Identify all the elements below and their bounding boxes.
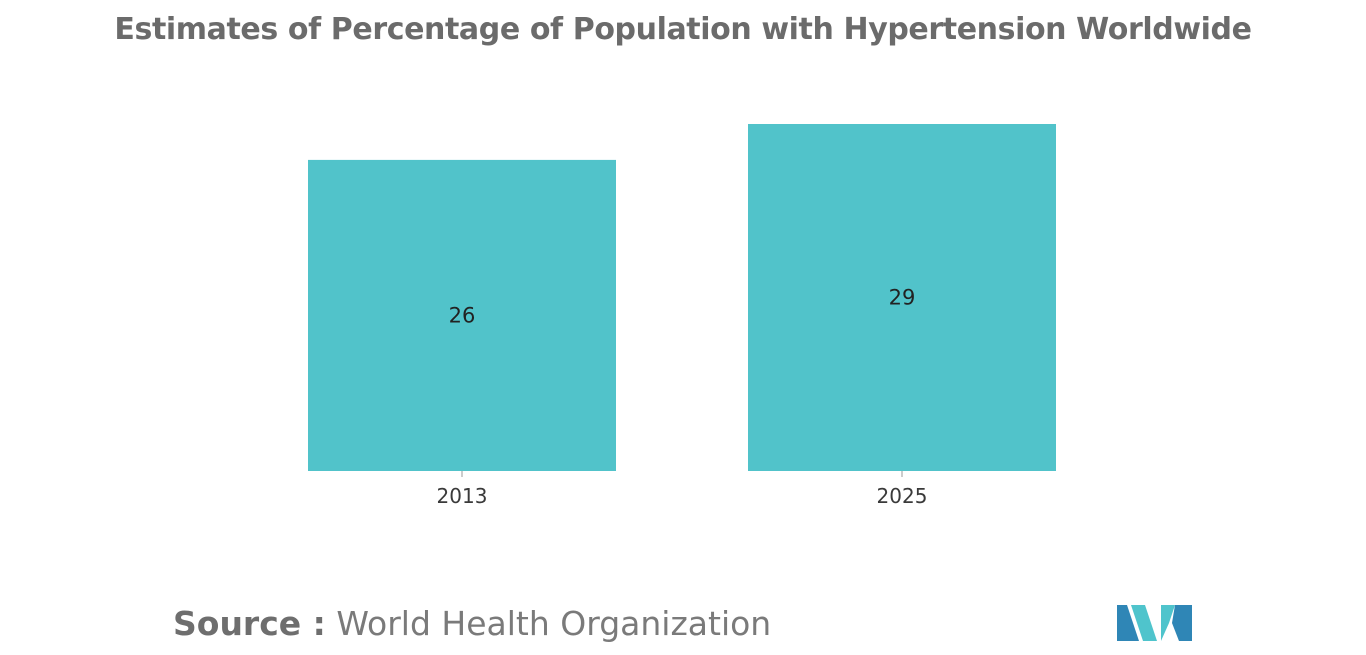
x-axis: 2013 2025 — [437, 471, 928, 508]
source-value: World Health Organization — [336, 604, 772, 643]
source-note: Source : World Health Organization — [173, 604, 771, 643]
data-label-2013: 26 — [449, 303, 476, 327]
bar-2013 — [308, 159, 616, 471]
data-labels-layer: 26 29 — [449, 286, 916, 328]
logo-shape-middle — [1131, 605, 1157, 641]
logo-shape-right-light — [1161, 605, 1175, 641]
bar-2025 — [748, 124, 1056, 471]
data-label-2025: 29 — [889, 286, 916, 310]
x-tick-label-2013: 2013 — [437, 484, 488, 508]
source-label: Source : — [173, 604, 326, 643]
bars-layer — [308, 124, 1056, 471]
x-tick-label-2025: 2025 — [877, 484, 928, 508]
mordor-logo-icon — [1117, 605, 1192, 641]
chart-title: Estimates of Percentage of Population wi… — [114, 12, 1252, 47]
logo-shape-right-dark — [1172, 605, 1192, 641]
logo-shape-left — [1117, 605, 1139, 641]
